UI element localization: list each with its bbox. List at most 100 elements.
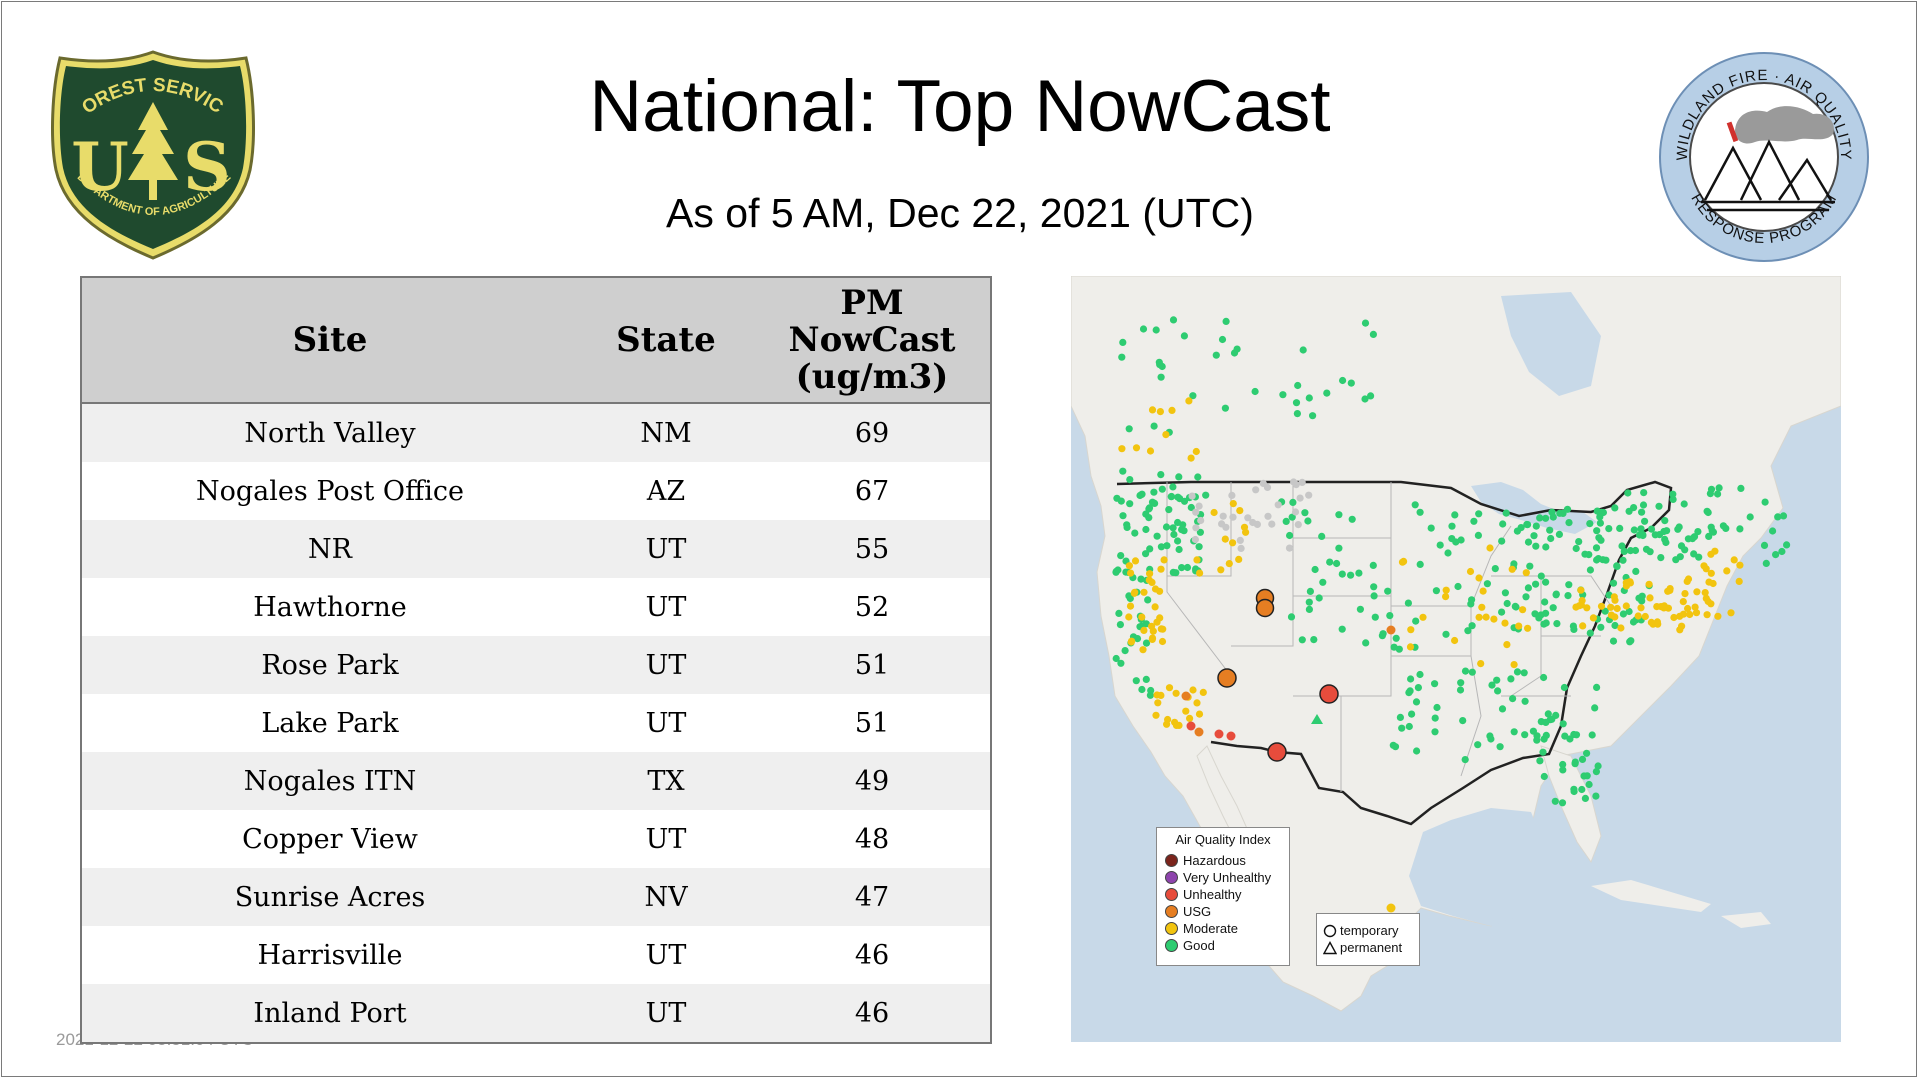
good-monitor bbox=[1361, 395, 1369, 403]
good-monitor bbox=[1509, 695, 1517, 703]
good-monitor bbox=[1540, 673, 1548, 682]
moderate-monitor bbox=[1466, 567, 1475, 576]
good-monitor bbox=[1367, 392, 1375, 400]
gulf-of-mexico bbox=[1409, 808, 1541, 926]
no-data-monitor bbox=[1291, 508, 1300, 516]
legend-item-unhealthy: Unhealthy bbox=[1165, 886, 1242, 903]
good-monitor bbox=[1431, 728, 1439, 736]
good-monitor bbox=[1522, 593, 1530, 601]
legend-label: Hazardous bbox=[1183, 853, 1246, 868]
good-monitor bbox=[1142, 525, 1150, 534]
good-monitor bbox=[1611, 621, 1619, 630]
no-data-monitor bbox=[1195, 502, 1203, 510]
good-monitor bbox=[1555, 530, 1563, 538]
good-monitor bbox=[1619, 556, 1627, 564]
no-data-monitor bbox=[1294, 521, 1302, 529]
no-data-monitor bbox=[1197, 516, 1205, 525]
moderate-monitor bbox=[1477, 660, 1485, 668]
good-monitor bbox=[1468, 668, 1476, 676]
legend-label: Good bbox=[1183, 938, 1215, 953]
good-monitor bbox=[1491, 565, 1499, 573]
good-monitor bbox=[1647, 525, 1656, 533]
good-monitor bbox=[1596, 519, 1604, 527]
good-monitor bbox=[1163, 542, 1171, 550]
smoke-plume-icon bbox=[1726, 106, 1834, 144]
unhealthy-monitor bbox=[1214, 729, 1224, 739]
good-monitor bbox=[1761, 498, 1769, 506]
moderate-monitor bbox=[1683, 577, 1691, 585]
moderate-monitor bbox=[1730, 556, 1738, 564]
good-monitor bbox=[1676, 553, 1684, 561]
moderate-monitor bbox=[1691, 603, 1699, 611]
moderate-monitor bbox=[1653, 603, 1661, 611]
good-monitor bbox=[1175, 545, 1183, 554]
good-monitor bbox=[1501, 589, 1509, 597]
good-monitor bbox=[1148, 498, 1157, 506]
good-monitor bbox=[1513, 668, 1522, 676]
legend-item-very-unhealthy: Very Unhealthy bbox=[1165, 869, 1271, 886]
good-monitor bbox=[1544, 710, 1552, 718]
good-monitor bbox=[1468, 622, 1476, 630]
site-cell: Nogales ITN bbox=[82, 752, 578, 810]
good-monitor bbox=[1138, 685, 1146, 694]
good-monitor bbox=[1531, 610, 1539, 618]
very-unhealthy-swatch bbox=[1165, 871, 1178, 884]
good-monitor bbox=[1169, 568, 1177, 576]
good-monitor bbox=[1416, 560, 1424, 568]
good-monitor bbox=[1139, 325, 1148, 333]
moderate-monitor bbox=[1679, 610, 1688, 618]
good-monitor bbox=[1669, 490, 1677, 498]
good-monitor bbox=[1560, 683, 1568, 692]
moderate-monitor bbox=[1679, 598, 1687, 606]
moderate-monitor bbox=[1217, 566, 1225, 574]
legend-item-usg: USG bbox=[1165, 903, 1211, 920]
legend-item-moderate: Moderate bbox=[1165, 920, 1238, 937]
good-monitor bbox=[1411, 501, 1419, 509]
good-monitor bbox=[1705, 532, 1713, 540]
moderate-monitor bbox=[1727, 609, 1735, 617]
good-monitor bbox=[1496, 743, 1504, 751]
good-monitor bbox=[1467, 600, 1475, 608]
good-monitor bbox=[1335, 544, 1343, 552]
good-monitor bbox=[1559, 509, 1567, 517]
good-monitor bbox=[1611, 504, 1619, 512]
no-data-monitor bbox=[1296, 494, 1304, 502]
good-monitor bbox=[1592, 544, 1601, 552]
good-monitor bbox=[1459, 717, 1467, 725]
good-monitor bbox=[1762, 559, 1770, 567]
good-monitor bbox=[1431, 680, 1439, 688]
good-monitor bbox=[1540, 735, 1548, 743]
good-monitor bbox=[1123, 521, 1131, 529]
good-monitor bbox=[1326, 558, 1334, 566]
moderate-monitor bbox=[1519, 606, 1527, 614]
good-monitor bbox=[1641, 517, 1649, 525]
nowcast-cell: 55 bbox=[754, 520, 990, 578]
unhealthy-monitor bbox=[1226, 731, 1236, 741]
usg-monitor bbox=[1194, 727, 1204, 737]
hudson-bay bbox=[1501, 292, 1601, 396]
moderate-monitor bbox=[1140, 626, 1148, 634]
moderate-monitor bbox=[1613, 604, 1621, 613]
moderate-monitor bbox=[1148, 634, 1157, 642]
moderate-monitor bbox=[1236, 507, 1244, 515]
no-data-monitor bbox=[1274, 501, 1282, 509]
good-monitor bbox=[1629, 618, 1638, 626]
moderate-monitor bbox=[1125, 613, 1133, 621]
moderate-monitor bbox=[1240, 523, 1249, 531]
moderate-monitor bbox=[1707, 550, 1715, 558]
no-data-monitor bbox=[1237, 544, 1245, 552]
good-monitor bbox=[1157, 373, 1165, 381]
moderate-monitor bbox=[1154, 699, 1162, 707]
state-cell: UT bbox=[578, 578, 754, 636]
good-monitor bbox=[1306, 587, 1314, 595]
good-monitor bbox=[1338, 570, 1346, 578]
good-monitor bbox=[1592, 792, 1600, 800]
good-monitor bbox=[1136, 491, 1144, 500]
good-monitor bbox=[1461, 756, 1469, 764]
no-data-monitor bbox=[1218, 520, 1226, 528]
good-monitor bbox=[1532, 580, 1540, 588]
no-data-monitor bbox=[1305, 491, 1313, 499]
moderate-monitor bbox=[1126, 602, 1135, 610]
table-row: NR UT 55 bbox=[82, 520, 990, 578]
good-monitor bbox=[1783, 541, 1791, 549]
